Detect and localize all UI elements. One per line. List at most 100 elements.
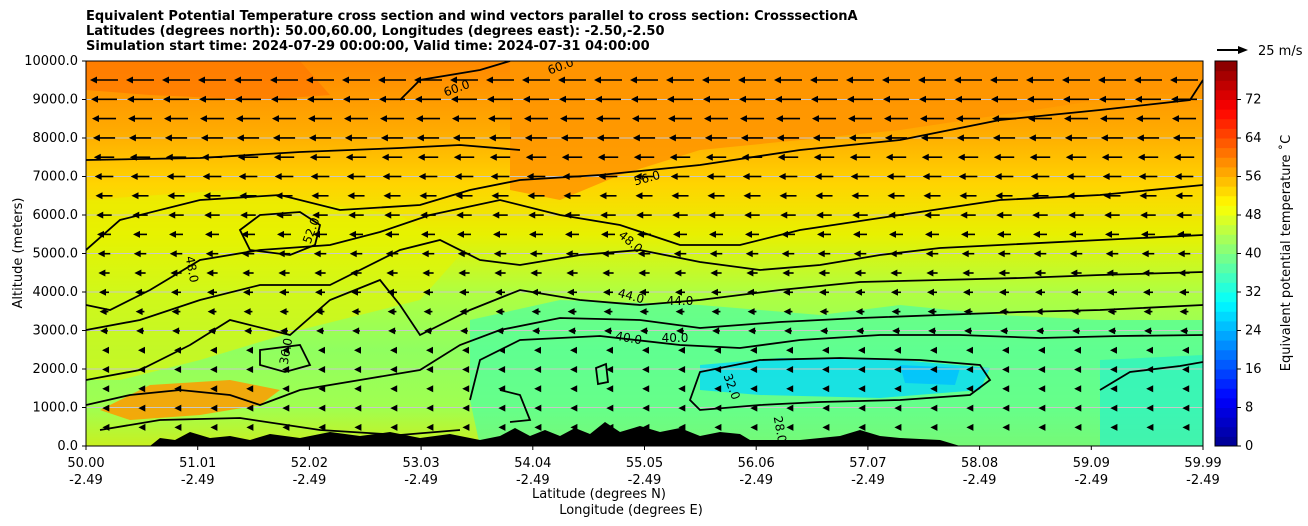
colorbar-tick-label: 48 bbox=[1245, 208, 1262, 223]
wind-vector bbox=[318, 346, 326, 354]
wind-vector bbox=[1139, 192, 1157, 200]
colorbar-segment bbox=[1215, 301, 1237, 312]
wind-vector bbox=[493, 250, 507, 258]
contour-line bbox=[499, 389, 532, 423]
wind-vector bbox=[810, 76, 838, 84]
wind-vector bbox=[271, 115, 297, 123]
wind-vector bbox=[994, 173, 1014, 180]
wind-vector bbox=[529, 250, 543, 258]
wind-vector bbox=[602, 269, 614, 277]
wind-vector bbox=[426, 404, 434, 412]
wind-vector bbox=[816, 211, 832, 219]
wind-vector bbox=[1175, 192, 1193, 200]
wind-vector bbox=[956, 134, 980, 142]
wind-vector bbox=[1180, 327, 1188, 335]
wind-vector bbox=[309, 153, 331, 161]
wind-vector bbox=[848, 134, 872, 142]
y-axis: 0.0 1000.0 2000.0 3000.0 4000.0 5000.0 6000.0 7… bbox=[24, 54, 86, 454]
wind-vector bbox=[495, 288, 505, 296]
colorbar-segment bbox=[1215, 215, 1237, 226]
colorbar-segment bbox=[1215, 186, 1237, 197]
wind-vector bbox=[458, 269, 470, 277]
wind-vector bbox=[559, 115, 585, 123]
wind-vector bbox=[102, 385, 110, 393]
wind-vector bbox=[1102, 173, 1122, 180]
wind-vector bbox=[273, 153, 295, 161]
wind-vector bbox=[1035, 288, 1045, 296]
wind-vector bbox=[740, 134, 764, 142]
wind-vector bbox=[923, 192, 941, 200]
wind-vector bbox=[202, 173, 222, 180]
wind-vector bbox=[452, 134, 476, 142]
wind-vector bbox=[343, 95, 369, 103]
wind-key-label: 25 m/s bbox=[1258, 44, 1303, 59]
wind-vector bbox=[813, 153, 835, 161]
wind-vector bbox=[883, 115, 909, 123]
wind-vector bbox=[128, 134, 152, 142]
wind-vector bbox=[1038, 346, 1046, 354]
wind-vector bbox=[1137, 153, 1159, 161]
wind-vector bbox=[847, 95, 873, 103]
wind-vector bbox=[599, 192, 617, 200]
wind-vector bbox=[316, 327, 324, 335]
wind-vector bbox=[354, 366, 362, 373]
wind-vector bbox=[745, 230, 759, 238]
wind-vector bbox=[570, 366, 578, 373]
wind-vector bbox=[138, 404, 146, 412]
wind-vector bbox=[886, 173, 906, 180]
wind-vector bbox=[563, 192, 581, 200]
wind-vector bbox=[748, 327, 756, 335]
wind-vector bbox=[528, 211, 544, 219]
wind-vector bbox=[91, 115, 117, 123]
wind-vector bbox=[703, 95, 729, 103]
wind-vector bbox=[383, 192, 401, 200]
wind-vector bbox=[347, 192, 365, 200]
contour-line bbox=[86, 184, 1203, 311]
wind-vector bbox=[822, 346, 830, 354]
wind-vector bbox=[606, 404, 614, 412]
wind-vector bbox=[1074, 404, 1082, 412]
wind-vector bbox=[532, 327, 540, 335]
wind-vector bbox=[527, 192, 545, 200]
wind-vector bbox=[855, 288, 865, 296]
colorbar-tick-label: 40 bbox=[1245, 247, 1262, 262]
contour-label: 44.0 bbox=[616, 286, 645, 306]
wind-vector bbox=[786, 385, 794, 393]
wind-vector bbox=[750, 366, 758, 373]
wind-vector bbox=[1143, 288, 1153, 296]
wind-vector bbox=[279, 308, 289, 316]
wind-vector bbox=[966, 366, 974, 373]
wind-vector bbox=[529, 230, 543, 238]
wind-vector bbox=[138, 385, 146, 393]
wind-vector bbox=[1146, 423, 1154, 431]
x-axis: 50.00 -2.49 51.01 -2.49 52.02 -2.49 53.03 -2.49… bbox=[67, 446, 1222, 488]
wind-vector bbox=[814, 173, 834, 180]
wind-vector bbox=[675, 308, 685, 316]
wind-vector bbox=[166, 173, 186, 180]
wind-vector bbox=[1141, 250, 1155, 258]
colorbar-segment bbox=[1215, 320, 1237, 331]
cool-right-region bbox=[1100, 355, 1203, 446]
wind-vector bbox=[743, 192, 761, 200]
wind-vector bbox=[1070, 269, 1082, 277]
wind-vector bbox=[1066, 173, 1086, 180]
wind-vector bbox=[531, 308, 541, 316]
y-tick-label: 3000.0 bbox=[33, 324, 79, 339]
wind-vector bbox=[199, 115, 225, 123]
wind-vector bbox=[890, 269, 902, 277]
y-tick-label: 2000.0 bbox=[33, 362, 79, 377]
wind-vector bbox=[126, 76, 154, 84]
wind-vector bbox=[199, 95, 225, 103]
wind-vector bbox=[779, 192, 797, 200]
x-tick-label-lat: 51.01 bbox=[179, 456, 216, 471]
colorbar-segment bbox=[1215, 138, 1237, 149]
y-tick-label: 5000.0 bbox=[33, 247, 79, 262]
wind-vector bbox=[858, 385, 866, 393]
wind-vector bbox=[278, 269, 290, 277]
wind-vector bbox=[711, 308, 721, 316]
wind-vector bbox=[856, 327, 864, 335]
wind-vector bbox=[95, 192, 113, 200]
wind-vector bbox=[127, 115, 153, 123]
wind-vector bbox=[130, 173, 150, 180]
wind-vector bbox=[1110, 385, 1118, 393]
